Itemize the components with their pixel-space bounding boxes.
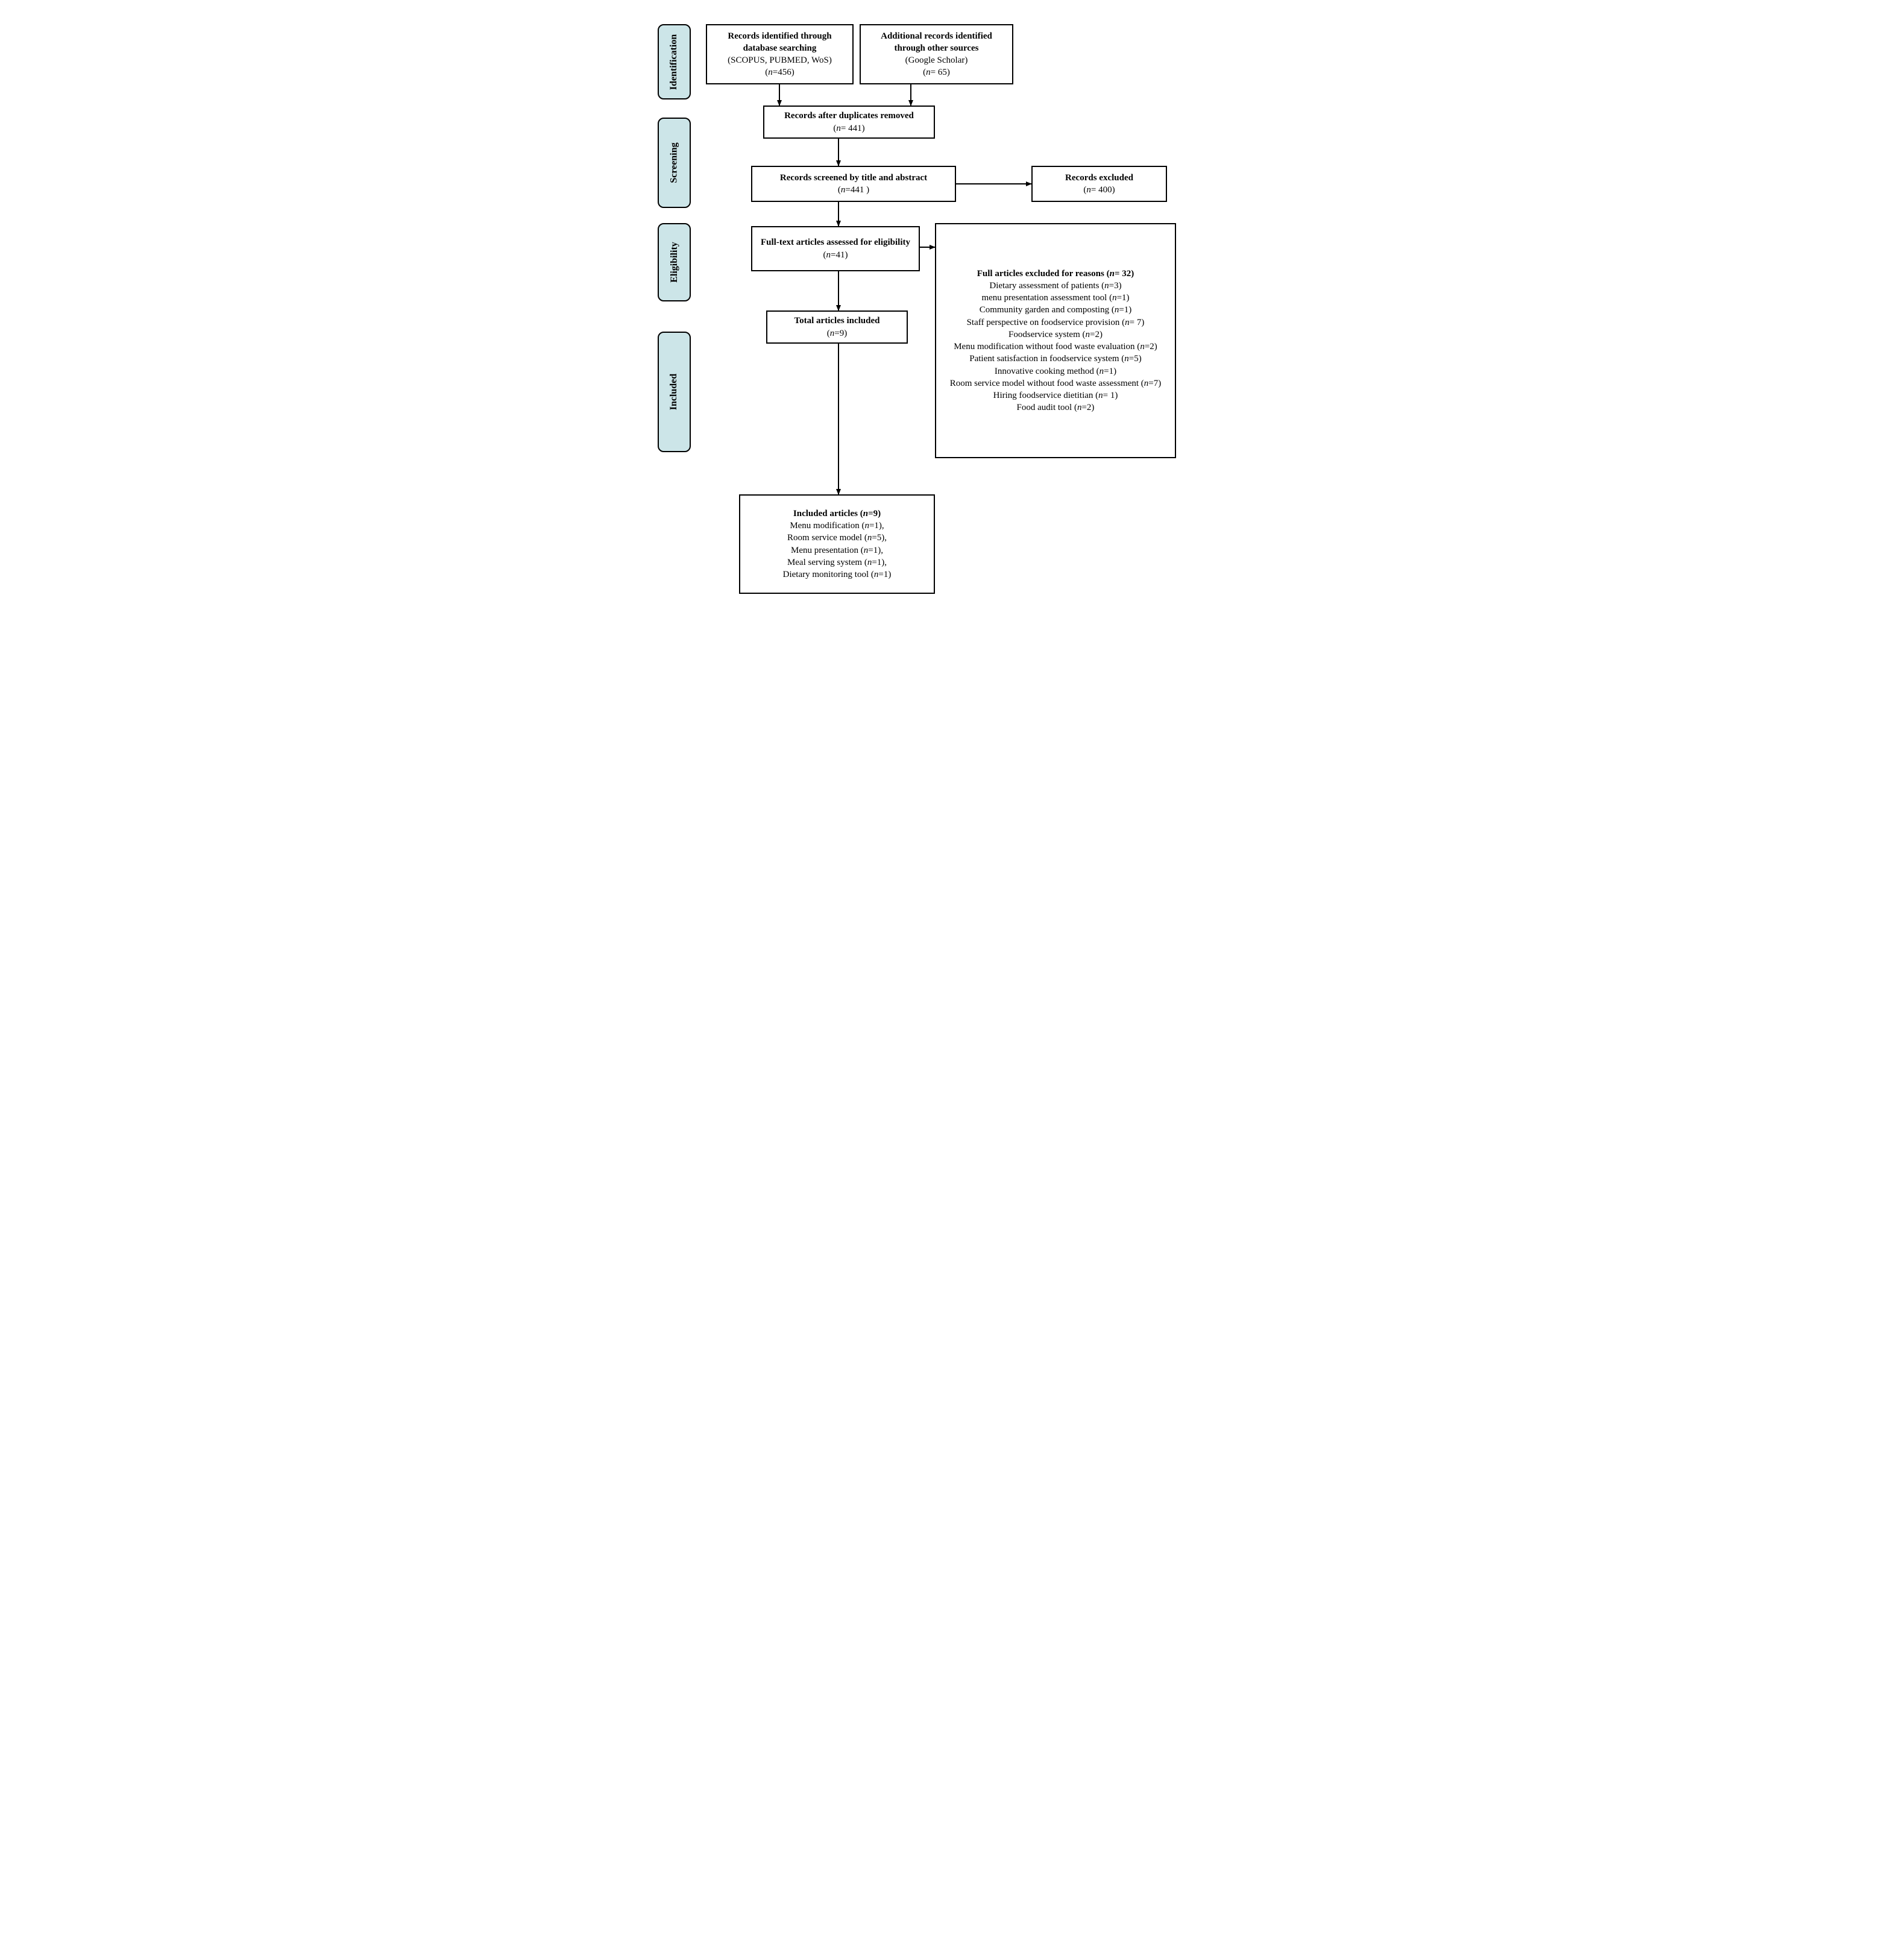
excluded-reason-item: Food audit tool (n=2) [1017,402,1095,414]
node-included-articles: Included articles (n=9)Menu modification… [739,494,935,594]
excluded-reason-item: Community garden and composting (n=1) [980,304,1132,316]
node-records-other-n: (n= 65) [923,66,950,78]
node-records-other: Additional records identified through ot… [860,24,1013,84]
node-records-other-sub: (Google Scholar) [905,54,968,66]
stage-identification: Identification [658,24,691,99]
included-article-item: Menu presentation (n=1), [791,544,883,556]
node-after-dup-title: Records after duplicates removed [784,110,914,122]
excluded-reason-item: Menu modification without food waste eva… [954,341,1157,353]
stage-identification-label: Identification [669,34,680,89]
excluded-reason-item: Staff perspective on foodservice provisi… [967,317,1145,329]
node-excluded-screen-title: Records excluded [1065,172,1133,184]
excluded-reason-item: Innovative cooking method (n=1) [995,365,1116,377]
node-records-db-n: (n=456) [765,66,794,78]
node-records-other-title: Additional records identified through ot… [868,30,1005,55]
node-after-dup: Records after duplicates removed (n= 441… [763,106,935,139]
stage-eligibility: Eligibility [658,223,691,301]
excluded-reason-item: Foodservice system (n=2) [1008,329,1103,341]
node-total-included-title: Total articles included [794,315,880,327]
stage-screening-label: Screening [669,142,680,183]
node-excluded-reasons: Full articles excluded for reasons (n= 3… [935,223,1176,458]
node-total-included-n: (n=9) [827,327,847,339]
node-excluded-screen: Records excluded (n= 400) [1031,166,1167,202]
node-total-included: Total articles included (n=9) [766,310,908,344]
excluded-reason-item: Hiring foodservice dietitian (n= 1) [993,389,1118,402]
included-articles-title: Included articles (n=9) [793,508,881,520]
node-fulltext: Full-text articles assessed for eligibil… [751,226,920,271]
stage-included: Included [658,332,691,452]
prisma-flowchart: Identification Screening Eligibility Inc… [658,18,1236,621]
included-article-item: Menu modification (n=1), [790,520,884,532]
excluded-reason-item: Dietary assessment of patients (n=3) [989,280,1121,292]
excluded-reason-item: menu presentation assessment tool (n=1) [981,292,1129,304]
node-after-dup-n: (n= 441) [833,122,864,134]
node-screened-n: (n=441 ) [838,184,869,196]
node-records-db-sub: (SCOPUS, PUBMED, WoS) [728,54,832,66]
excluded-reasons-title: Full articles excluded for reasons (n= 3… [977,268,1134,280]
included-article-item: Meal serving system (n=1), [787,556,887,569]
included-article-item: Dietary monitoring tool (n=1) [783,569,892,581]
stage-included-label: Included [669,374,680,410]
stage-screening: Screening [658,118,691,208]
node-screened-title: Records screened by title and abstract [780,172,927,184]
included-article-item: Room service model (n=5), [787,532,887,544]
node-fulltext-n: (n=41) [823,249,848,261]
stage-eligibility-label: Eligibility [669,242,680,283]
node-records-db-title: Records identified through database sear… [714,30,845,55]
excluded-reason-item: Room service model without food waste as… [950,377,1162,389]
node-records-db: Records identified through database sear… [706,24,854,84]
excluded-reason-item: Patient satisfaction in foodservice syst… [969,353,1142,365]
node-fulltext-title: Full-text articles assessed for eligibil… [761,236,910,248]
node-screened: Records screened by title and abstract (… [751,166,956,202]
node-excluded-screen-n: (n= 400) [1083,184,1115,196]
